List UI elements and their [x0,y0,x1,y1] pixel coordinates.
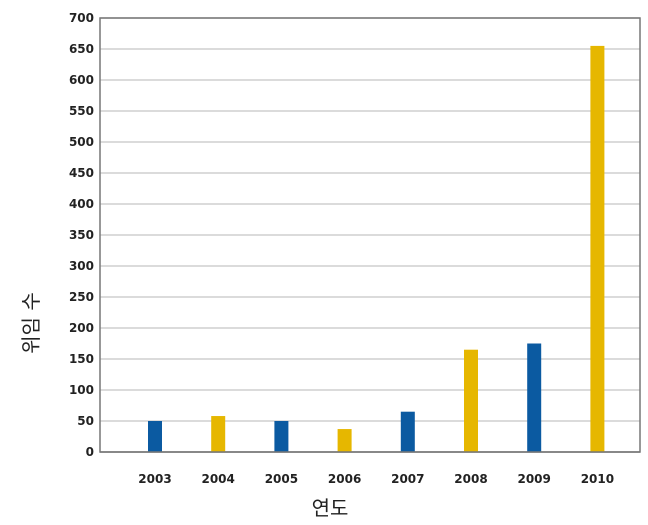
y-axis-ticks: 0 50 100 150 200 250 300 350 400 450 500 550 600 650 7… [69,11,94,459]
bars [148,45,605,453]
y-tick-label: 700 [69,11,94,25]
y-tick-label: 650 [69,42,94,56]
bar-2006 [337,429,352,452]
x-tick-label: 2010 [581,472,614,486]
plot-frame [99,17,641,453]
x-tick-label: 2007 [391,472,424,486]
y-tick-label: 300 [69,259,94,273]
x-tick-label: 2009 [517,472,550,486]
bar-2008 [464,349,478,452]
x-axis-ticks: 2003 2004 2005 2006 2007 2008 2009 2010 [138,472,614,486]
y-axis-title: 위임 수 [19,292,43,354]
y-tick-label: 400 [69,197,94,211]
y-tick-label: 250 [69,290,94,304]
y-tick-label: 600 [69,73,94,87]
gridlines [100,17,640,453]
bar-2005 [274,421,289,452]
bar-2009 [527,343,542,452]
x-tick-label: 2005 [265,472,298,486]
y-tick-label: 0 [86,445,94,459]
x-tick-label: 2008 [454,472,487,486]
bar-2007 [400,411,415,452]
bar-2003 [148,421,162,452]
x-tick-label: 2003 [138,472,171,486]
bar-2004 [211,416,226,452]
y-tick-label: 500 [69,135,94,149]
y-tick-label: 350 [69,228,94,242]
x-tick-label: 2006 [328,472,361,486]
y-tick-label: 450 [69,166,94,180]
y-tick-label: 550 [69,104,94,118]
y-tick-label: 100 [69,383,94,397]
bar-2010 [590,45,605,453]
x-tick-label: 2004 [201,472,234,486]
y-tick-label: 200 [69,321,94,335]
x-axis-title: 연도 [312,496,349,520]
y-tick-label: 150 [69,352,94,366]
y-tick-label: 50 [77,414,94,428]
